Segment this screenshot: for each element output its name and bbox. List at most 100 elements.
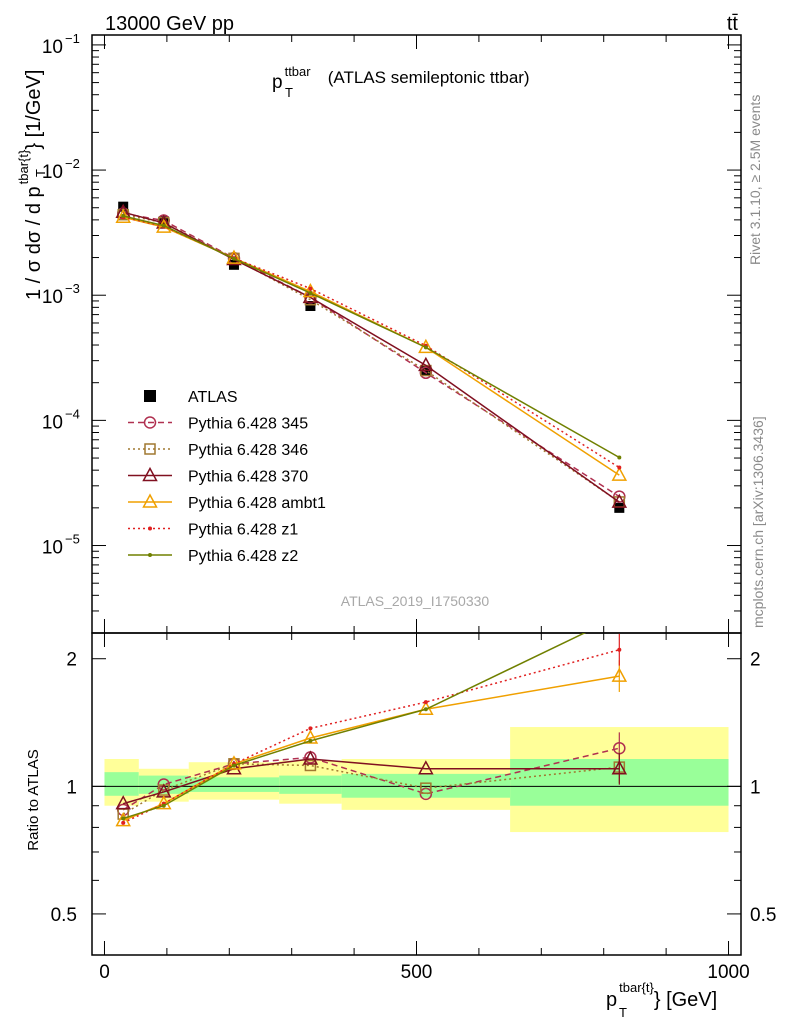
ylabel-sup: tbar{t}	[16, 149, 31, 184]
x-axis-label-sub: T	[619, 1005, 627, 1020]
main-series-line	[123, 216, 620, 476]
main-y-axis-label: 1 / σ dσ / d p tbar{t}} [1/GeV]	[16, 70, 45, 300]
process-label: tt̄	[727, 13, 739, 35]
watermark: ATLAS_2019_I1750330	[341, 593, 490, 609]
main-series-4	[115, 208, 628, 481]
data-point-triangle	[302, 282, 319, 298]
data-point-triangle	[142, 466, 158, 482]
data-point-dot	[617, 465, 622, 470]
data-point-triangle	[115, 812, 131, 827]
main-y-tick-label: 10	[42, 287, 63, 308]
legend: ATLAS Pythia 6.428 345 Pythia 6.428 346 Pyt…	[128, 389, 326, 565]
main-y-axis-label-sub: T	[33, 169, 48, 177]
ratio-y-tick-label-right: 1	[750, 777, 761, 798]
legend-label: Pythia 6.428 346	[188, 442, 308, 459]
x-tick-label: 500	[401, 962, 433, 983]
atlas-data-point	[305, 301, 316, 312]
main-y-tick-exponent: −3	[65, 281, 80, 296]
ratio-y-axis-label: Ratio to ATLAS	[25, 749, 42, 850]
data-point-dot	[121, 820, 126, 825]
data-point-dot	[231, 763, 236, 768]
legend-label: Pythia 6.428 345	[188, 416, 308, 433]
data-point-square	[420, 782, 432, 794]
main-plot-frame	[91, 34, 742, 634]
main-y-tick-exponent: −5	[65, 532, 80, 547]
data-point-dot	[308, 726, 313, 731]
data-point-dot	[148, 553, 152, 557]
rivet-label: Rivet 3.1.10, ≥ 2.5M events	[747, 95, 763, 265]
ylabel-post: } [1/GeV]	[23, 70, 45, 150]
data-point-dot	[308, 738, 313, 743]
data-point-triangle	[142, 493, 158, 508]
main-series-3	[115, 203, 628, 508]
main-y-tick-exponent: −2	[65, 156, 80, 171]
data-point-dot	[148, 526, 152, 531]
data-point-dot	[121, 816, 126, 821]
data-point-dot	[423, 345, 428, 350]
data-point-dot	[121, 213, 126, 218]
ratio-y-tick-label-left: 2	[66, 650, 77, 671]
data-point-dot	[308, 286, 313, 291]
data-point-triangle	[611, 466, 628, 481]
data-point-dot	[423, 700, 428, 705]
ratio-y-tick-label-left: 0.5	[51, 905, 77, 926]
data-point-dot	[423, 707, 428, 712]
ratio-y-tick-label-right: 2	[750, 650, 761, 671]
legend-label: Pythia 6.428 z1	[188, 522, 298, 539]
main-y-tick-label: 10	[42, 538, 63, 559]
ratio-series-5	[121, 614, 621, 821]
main-y-tick-exponent: −4	[65, 406, 80, 421]
xlabel-post: } [GeV]	[654, 989, 717, 1011]
data-point-dot	[231, 256, 236, 261]
data-point-triangle	[115, 795, 131, 810]
legend-entry-1: Pythia 6.428 345	[128, 416, 308, 433]
main-y-tick-label: 10	[42, 412, 63, 433]
legend-label: Pythia 6.428 370	[188, 469, 308, 486]
stat-uncertainty-band	[279, 775, 342, 794]
data-point-triangle	[418, 760, 434, 775]
ratio-y-tick-label-left: 1	[66, 777, 77, 798]
main-series-6	[121, 213, 622, 460]
stat-uncertainty-band	[341, 773, 511, 798]
data-point-dot	[617, 614, 621, 618]
uncertainty-bands	[104, 727, 729, 833]
legend-label: Pythia 6.428 ambt1	[188, 495, 326, 512]
main-series-2	[117, 208, 626, 508]
legend-entry-4: Pythia 6.428 ambt1	[128, 493, 326, 512]
ratio-y-tick-label-right: 0.5	[750, 905, 776, 926]
x-tick-label: 1000	[707, 962, 749, 983]
mcplots-label: mcplots.cern.ch [arXiv:1306.3436]	[750, 416, 766, 628]
data-point-circle	[143, 416, 157, 429]
title-sup: ttbar	[285, 64, 312, 79]
main-y-tick-exponent: −1	[65, 31, 80, 46]
data-point-triangle	[302, 750, 319, 765]
data-point-triangle	[418, 356, 434, 372]
data-point-dot	[617, 455, 622, 460]
xlabel-pre: p	[606, 989, 617, 1011]
data-point-triangle	[611, 667, 628, 682]
x-tick-label: 0	[99, 962, 110, 983]
data-point-triangle	[611, 760, 628, 775]
data-point-triangle	[156, 795, 172, 810]
tick-marks: 10−110−210−310−410 −50.5 0.51 12 20 500 1000	[42, 31, 777, 983]
x-axis-label: ptbar{t}} [GeV]	[606, 980, 717, 1011]
stat-uncertainty-band	[188, 777, 280, 792]
main-series-0	[118, 201, 625, 513]
main-y-tick-label: 10	[42, 162, 63, 183]
data-point-square	[144, 443, 156, 455]
main-series-line	[123, 213, 620, 503]
main-series-line	[123, 215, 620, 459]
data-point-triangle	[226, 755, 242, 770]
legend-label: Pythia 6.428 z2	[188, 548, 298, 565]
ylabel-pre: 1 / σ dσ / d p	[23, 186, 45, 300]
legend-label: ATLAS	[188, 389, 238, 406]
data-point-triangle	[611, 493, 628, 508]
main-y-tick-label: 10	[42, 37, 63, 58]
title-rest: (ATLAS semileptonic ttbar)	[323, 68, 530, 87]
legend-entry-0: ATLAS	[144, 389, 238, 406]
data-point-triangle	[302, 729, 319, 744]
main-series-line	[123, 211, 620, 503]
stat-uncertainty-band	[104, 772, 139, 796]
data-point-square	[304, 759, 317, 772]
